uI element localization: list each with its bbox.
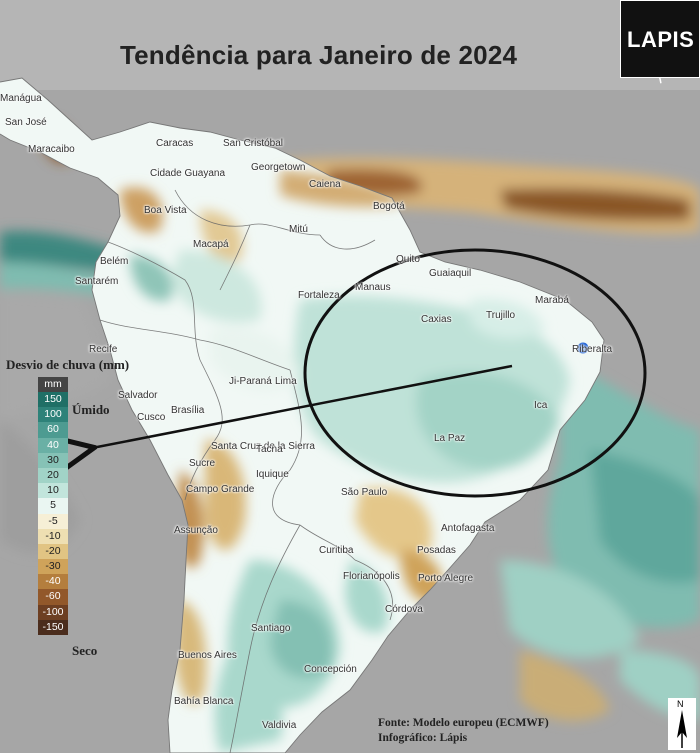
city-label: Posadas xyxy=(417,545,456,556)
city-label: Antofagasta xyxy=(441,523,495,534)
legend-wet-label: Úmido xyxy=(72,402,110,417)
city-label: Porto Alegre xyxy=(418,573,474,584)
city-label: Ji-Paraná xyxy=(229,376,272,387)
city-label: Manaus xyxy=(355,282,391,293)
map-title: Tendência para Janeiro de 2024 xyxy=(120,40,518,70)
legend-swatch: 10 xyxy=(38,483,68,499)
city-label: Caiena xyxy=(309,179,341,190)
city-label: Córdova xyxy=(385,604,423,615)
city-label: Georgetown xyxy=(251,162,306,173)
city-label: Curitiba xyxy=(319,545,354,556)
city-label: São Paulo xyxy=(341,487,388,498)
legend-title: Desvio de chuva (mm) xyxy=(6,357,130,372)
city-label: Guaiaquil xyxy=(429,268,472,279)
city-label: Riberalta xyxy=(572,344,613,355)
city-label: Macapá xyxy=(193,239,229,250)
legend-swatch: 60 xyxy=(38,422,68,438)
legend-swatch: 100 xyxy=(38,407,68,423)
legend-swatch: -30 xyxy=(38,559,68,575)
country-borders xyxy=(99,189,393,753)
lapis-logo: LAPIS xyxy=(620,0,700,78)
city-label: Mitú xyxy=(289,224,308,235)
city-label: Valdivia xyxy=(262,720,297,731)
city-label: Recife xyxy=(89,344,118,355)
legend-swatch: 40 xyxy=(38,437,68,453)
legend-swatch: -150 xyxy=(38,619,68,635)
legend-swatch: -5 xyxy=(38,513,68,529)
legend-swatch: 30 xyxy=(38,452,68,468)
city-label: Manágua xyxy=(0,93,42,104)
city-label: Cidade Guayana xyxy=(150,168,226,179)
city-label: Caxias xyxy=(421,314,452,325)
compass-label: N xyxy=(677,699,684,709)
legend-swatch: 20 xyxy=(38,467,68,484)
city-label: Santa Cruz de la Sierra xyxy=(211,441,315,452)
legend-swatch: -10 xyxy=(38,528,68,544)
recife-marker xyxy=(577,342,589,354)
city-label: Florianópolis xyxy=(343,571,400,582)
city-label: Ica xyxy=(534,400,548,411)
city-label: Salvador xyxy=(118,390,158,401)
city-label: La Paz xyxy=(434,433,466,444)
legend-swatch: 5 xyxy=(38,498,68,514)
highlight-ellipse xyxy=(303,248,647,498)
city-label: Bogotá xyxy=(373,201,405,212)
city-label: Santarém xyxy=(75,276,119,287)
legend-dry-label: Seco xyxy=(72,643,98,658)
city-label: San Cristóbal xyxy=(223,138,284,149)
city-label: Trujillo xyxy=(486,310,516,321)
city-label: Brasília xyxy=(171,405,205,416)
city-label: Boa Vista xyxy=(144,205,187,216)
city-label: Belém xyxy=(100,256,129,267)
legend-swatch: -20 xyxy=(38,543,68,560)
logo-text: LAPIS xyxy=(627,27,695,52)
legend-swatch: -100 xyxy=(38,604,68,620)
city-label: Campo Grande xyxy=(186,484,255,495)
city-label: Bahía Blanca xyxy=(174,696,234,707)
legend-unit: mm xyxy=(38,377,68,392)
city-label: Sucre xyxy=(189,458,216,469)
city-label: Tacna xyxy=(256,444,283,455)
city-label: Buenos Aires xyxy=(178,650,237,661)
legend-swatch: -40 xyxy=(38,574,68,590)
city-label: Lima xyxy=(275,376,297,387)
trend-arrow xyxy=(92,364,513,448)
credits: Fonte: Modelo europeu (ECMWF) Infográfic… xyxy=(378,716,549,746)
city-label: Fortaleza xyxy=(298,290,340,301)
north-arrow-icon: N xyxy=(668,698,696,750)
city-label: Marabá xyxy=(535,295,569,306)
city-label: Iquique xyxy=(256,469,289,480)
city-label: Assunção xyxy=(174,525,218,536)
legend-swatch: -60 xyxy=(38,589,68,605)
city-label: Santiago xyxy=(251,623,291,634)
city-label: Caracas xyxy=(156,138,194,149)
city-label: Maracaibo xyxy=(28,144,75,155)
city-label: Quito xyxy=(396,254,420,265)
legend-colorbar: mm 150 100 60 40 30 20 10 5 -5 -10 -20 -30 -40 -60 -10… xyxy=(38,377,68,635)
city-label: Cusco xyxy=(137,412,166,423)
infographic-credit: Infográfico: Lápis xyxy=(378,732,468,744)
source-credit: Fonte: Modelo europeu (ECMWF) xyxy=(378,717,549,729)
city-label: Concepción xyxy=(304,664,357,675)
legend-swatch: 150 xyxy=(38,392,68,408)
city-label: San José xyxy=(5,117,47,128)
